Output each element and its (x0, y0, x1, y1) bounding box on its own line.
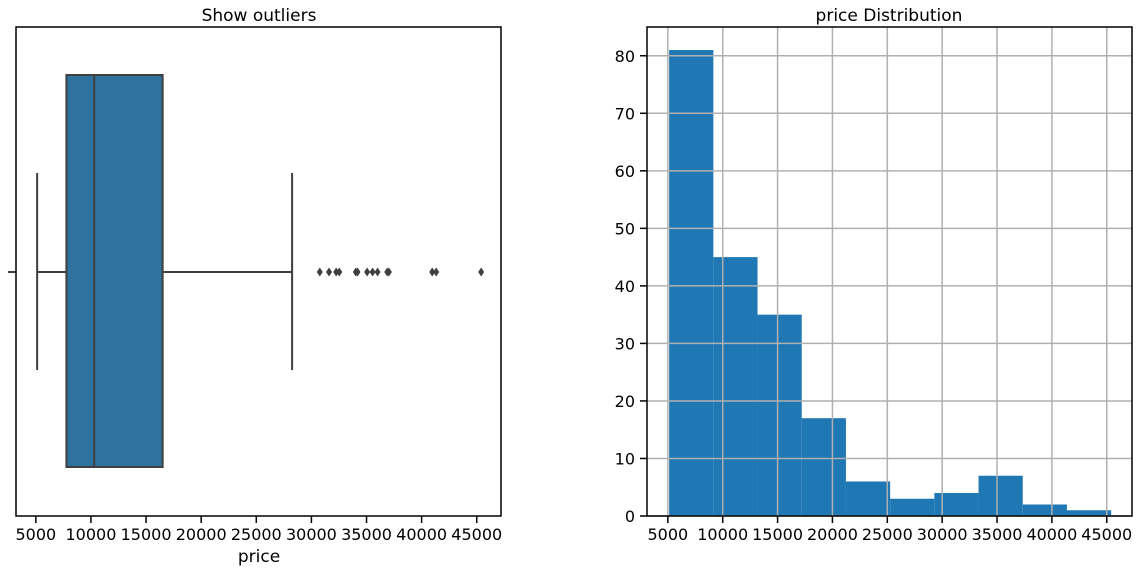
boxplot-x-tick-label: 10000 (66, 525, 117, 544)
boxplot-x-tick-label: 5000 (15, 525, 56, 544)
histogram-bar (713, 257, 758, 516)
outlier-point (369, 267, 376, 277)
histogram-bar (801, 418, 846, 516)
histogram-x-tick-label: 15000 (752, 525, 803, 544)
outlier-point (374, 267, 381, 277)
outlier-point (433, 267, 440, 277)
histogram-x-tick-label: 25000 (862, 525, 913, 544)
outlier-point (385, 267, 392, 277)
histogram-y-tick-label: 40 (615, 277, 635, 296)
histogram-bar (757, 314, 802, 516)
histogram-bar (669, 50, 714, 516)
histogram-title: price Distribution (816, 6, 963, 26)
outlier-point (336, 267, 343, 277)
histogram-y-ticks: 0 10 20 30 40 50 60 70 80 (615, 47, 647, 526)
outlier-point (326, 267, 333, 277)
histogram-y-tick-label: 30 (615, 334, 635, 353)
boxplot-title: Show outliers (202, 6, 317, 26)
histogram-bars (669, 50, 1112, 516)
histogram-y-tick-label: 0 (625, 507, 635, 526)
boxplot-x-tick-label: 35000 (341, 525, 392, 544)
histogram-y-tick-label: 20 (615, 392, 635, 411)
outlier-point (478, 267, 485, 277)
boxplot-x-tick-label: 20000 (176, 525, 227, 544)
histogram-bar (934, 492, 979, 516)
boxplot-x-axis-label: price (238, 547, 280, 567)
histogram-x-tick-label: 10000 (697, 525, 748, 544)
boxplot-x-tick-label: 40000 (396, 525, 447, 544)
histogram-y-tick-label: 80 (615, 47, 635, 66)
histogram-bar (1066, 510, 1112, 516)
outlier-point (316, 267, 323, 277)
histogram-x-tick-label: 5000 (647, 525, 688, 544)
histogram-bar (890, 498, 935, 516)
outlier-point (364, 267, 371, 277)
histogram-x-ticks: 5000 10000 15000 20000 25000 30000 35000 40000 4… (647, 516, 1132, 544)
histogram-x-tick-label: 35000 (972, 525, 1023, 544)
histogram-y-tick-label: 60 (615, 162, 635, 181)
histogram-x-tick-label: 45000 (1081, 525, 1132, 544)
boxplot-x-tick-label: 30000 (286, 525, 337, 544)
histogram-x-tick-label: 20000 (807, 525, 858, 544)
histogram-chart: price Distribution 5000 10000 15000 20000 25… (615, 6, 1133, 544)
histogram-bar (845, 481, 891, 516)
boxplot-marks (8, 74, 485, 468)
boxplot-x-tick-label: 45000 (451, 525, 502, 544)
histogram-y-tick-label: 50 (615, 219, 635, 238)
histogram-x-tick-label: 30000 (917, 525, 968, 544)
histogram-axes-frame (646, 26, 1133, 517)
boxplot-x-ticks: 5000 10000 15000 20000 25000 30000 35000 40000 4… (15, 516, 502, 544)
histogram-x-tick-label: 40000 (1026, 525, 1077, 544)
interquartile-box (65, 74, 164, 468)
histogram-bar (978, 475, 1023, 516)
boxplot-chart: Show outliers 5000 10000 15000 20000 25000 30… (8, 6, 502, 567)
boxplot-x-tick-label: 25000 (231, 525, 282, 544)
outlier-point (429, 267, 436, 277)
boxplot-x-tick-label: 15000 (121, 525, 172, 544)
histogram-bar (1022, 504, 1067, 516)
histogram-y-tick-label: 10 (615, 449, 635, 468)
outlier-point (354, 267, 361, 277)
histogram-y-tick-label: 70 (615, 104, 635, 123)
outlier-point (333, 267, 340, 277)
